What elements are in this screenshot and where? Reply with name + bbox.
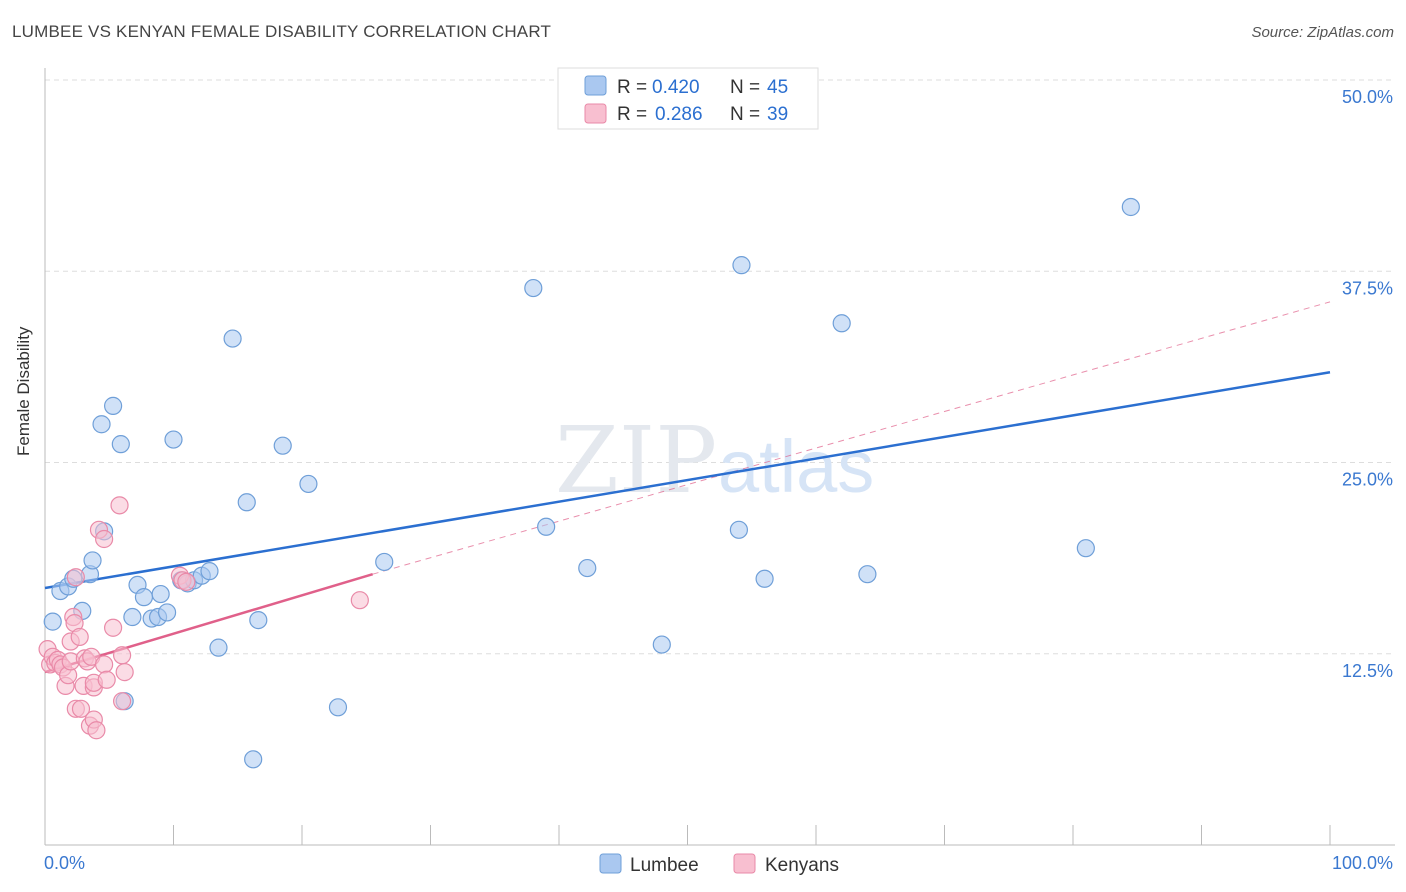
point-kenyans (350, 591, 369, 610)
point-lumbee (1076, 539, 1095, 558)
x-tick-label: 0.0% (44, 853, 85, 873)
point-lumbee (223, 329, 242, 348)
point-kenyans (71, 699, 91, 718)
point-lumbee (134, 588, 154, 607)
legend-top: R = 0.420 N = 45 R = 0.286 N = 39 (557, 67, 819, 130)
point-kenyans (87, 721, 106, 740)
legend-swatch-lumbee (584, 75, 607, 96)
point-lumbee (1121, 197, 1140, 217)
legend-n-label: N = (730, 77, 760, 98)
legend-swatch-kenyans (584, 103, 607, 124)
tick-labels: 12.5% 25.0% 37.5% 50.0% 0.0% 100.0% (44, 87, 1393, 873)
legend-r-value: 0.420 (652, 77, 700, 98)
data-points (38, 197, 1140, 769)
legend-n-value: 45 (767, 77, 788, 98)
point-kenyans (104, 618, 123, 637)
chart-source: Source: ZipAtlas.com (1251, 24, 1394, 41)
point-lumbee (832, 314, 851, 333)
point-lumbee (237, 493, 256, 512)
point-lumbee (123, 607, 142, 627)
point-lumbee (537, 517, 556, 536)
y-tick-label: 25.0% (1342, 470, 1393, 490)
point-lumbee (151, 584, 170, 604)
axes (44, 68, 1395, 846)
legend-r-label: R = (617, 77, 647, 98)
point-lumbee (244, 750, 263, 769)
gridlines (45, 79, 1395, 655)
point-lumbee (524, 278, 543, 298)
legend-n-value: 39 (767, 104, 788, 125)
point-kenyans (66, 568, 85, 587)
y-tick-label: 37.5% (1342, 278, 1393, 298)
point-lumbee (729, 520, 749, 539)
point-lumbee (200, 562, 219, 581)
point-lumbee (858, 565, 877, 584)
point-kenyans (112, 692, 132, 711)
point-lumbee (328, 698, 348, 717)
legend-r-label: R = (617, 104, 647, 125)
point-lumbee (755, 569, 774, 588)
trend-extension-kenyans (372, 301, 1331, 575)
point-lumbee (209, 638, 228, 657)
point-lumbee (92, 415, 111, 434)
legend-bottom-label-lumbee: Lumbee (630, 855, 699, 876)
point-lumbee (732, 256, 751, 275)
watermark-zip: ZIP (555, 407, 717, 514)
point-lumbee (249, 610, 268, 630)
point-lumbee (43, 612, 62, 631)
legend-r-value: 0.286 (655, 104, 703, 125)
watermark: ZIP atlas (555, 407, 874, 514)
y-tick-label: 12.5% (1342, 661, 1393, 681)
x-tick-label: 100.0% (1332, 853, 1393, 873)
trend-line-lumbee (44, 370, 1331, 590)
legend-bottom-label-kenyans: Kenyans (765, 855, 839, 876)
point-kenyans (97, 670, 116, 689)
point-kenyans (95, 529, 114, 549)
y-tick-label: 50.0% (1342, 87, 1393, 107)
point-lumbee (652, 635, 671, 654)
legend-bottom: Lumbee Kenyans (599, 853, 839, 876)
legend-bottom-swatch-lumbee (599, 853, 622, 874)
point-kenyans (70, 627, 89, 647)
chart-title: LUMBEE VS KENYAN FEMALE DISABILITY CORRE… (12, 22, 552, 41)
point-lumbee (375, 552, 394, 572)
point-kenyans (110, 496, 129, 515)
point-kenyans (112, 646, 132, 665)
legend-n-label: N = (730, 104, 760, 125)
point-lumbee (83, 551, 102, 570)
point-lumbee (104, 396, 123, 415)
legend-bottom-swatch-kenyans (733, 853, 756, 874)
point-kenyans (115, 663, 134, 682)
point-kenyans (95, 655, 114, 674)
point-kenyans (177, 572, 196, 591)
point-lumbee (299, 474, 318, 494)
point-lumbee (164, 430, 183, 449)
point-lumbee (578, 558, 597, 578)
watermark-atlas: atlas (718, 425, 874, 508)
point-lumbee (157, 603, 177, 622)
point-lumbee (111, 435, 130, 454)
point-lumbee (273, 436, 292, 455)
